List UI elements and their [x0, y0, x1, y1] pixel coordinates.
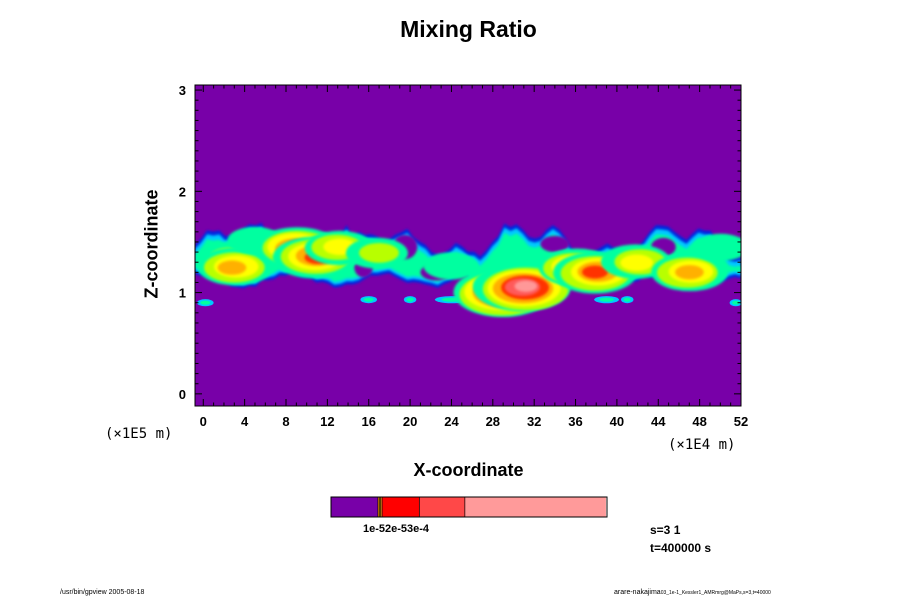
y-axis: 0 1 2 3 — [179, 83, 741, 402]
colorbar-segment — [379, 497, 381, 517]
x-tick-label: 12 — [320, 414, 334, 429]
colorbar-tick-labels: 1e-52e-53e-4 — [363, 523, 430, 535]
x-tick-label: 28 — [486, 414, 500, 429]
x-tick-label: 32 — [527, 414, 541, 429]
colorbar-segment — [331, 497, 379, 517]
intensity-level-3 — [693, 233, 741, 261]
x-tick-label: 52 — [734, 414, 748, 429]
x-tick-label: 24 — [444, 414, 459, 429]
y-scale-note: (×1E5 m) — [105, 426, 173, 442]
x-tick-label: 40 — [610, 414, 624, 429]
colorbar-segment — [377, 497, 380, 517]
plot-frame — [194, 84, 742, 407]
y-tick-label: 2 — [179, 184, 186, 199]
y-axis-label: Z-coordinate — [141, 189, 162, 299]
s-value: s=3 1 — [650, 523, 681, 537]
colorbar-segment — [382, 497, 420, 517]
footer-source: arare-nakajima03_1e-1_Kessler1_AMRmrg@Ma… — [614, 589, 771, 596]
colorbar-segment — [419, 497, 466, 517]
t-value: t=400000 s — [650, 541, 712, 555]
y-tick-label: 3 — [179, 83, 186, 98]
low-cell-core — [200, 300, 211, 305]
low-cell-core — [623, 297, 631, 302]
x-scale-note: (×1E4 m) — [668, 437, 736, 453]
footer-command: /usr/bin/gpview 2005-08-18 — [60, 589, 145, 596]
footer-source-main: arare-nakajima — [614, 589, 661, 596]
x-tick-label: 8 — [282, 414, 289, 429]
x-tick-label: 44 — [651, 414, 666, 429]
intensity-level-6 — [217, 260, 247, 275]
x-tick-label: 4 — [241, 414, 249, 429]
low-cell-core — [406, 297, 414, 302]
x-tick-label: 20 — [403, 414, 417, 429]
mixing-ratio-field — [195, 222, 741, 318]
x-tick-label: 36 — [568, 414, 582, 429]
low-cell-core — [363, 297, 374, 302]
x-tick-label: 0 — [200, 414, 207, 429]
colorbar-segment — [464, 497, 606, 517]
low-cell-core — [599, 297, 615, 302]
intensity-level-9 — [514, 280, 538, 292]
chart-title: Mixing Ratio — [400, 16, 537, 42]
intensity-level-7 — [582, 265, 609, 279]
cloud-gap — [540, 235, 570, 253]
colorbar-frame — [330, 496, 608, 518]
intensity-level-5 — [620, 254, 654, 271]
x-tick-label: 16 — [361, 414, 375, 429]
x-axis: 0 4 8 12 16 20 24 28 32 36 40 44 48 52 — [200, 85, 748, 429]
intensity-level-6 — [675, 265, 704, 280]
low-cell-core — [732, 300, 740, 305]
y-tick-label: 0 — [179, 387, 186, 402]
x-tick-label: 48 — [692, 414, 706, 429]
intensity-level-4 — [359, 242, 399, 263]
intensity-level-3 — [423, 252, 479, 280]
footer-source-sub: 03_1e-1_Kessler1_AMRmrg@MaPs,s=3,t=40000 — [660, 590, 771, 596]
x-axis-label: X-coordinate — [413, 460, 524, 480]
colorbar — [330, 496, 608, 518]
colorbar-segment — [380, 497, 383, 517]
y-tick-label: 1 — [179, 286, 186, 301]
